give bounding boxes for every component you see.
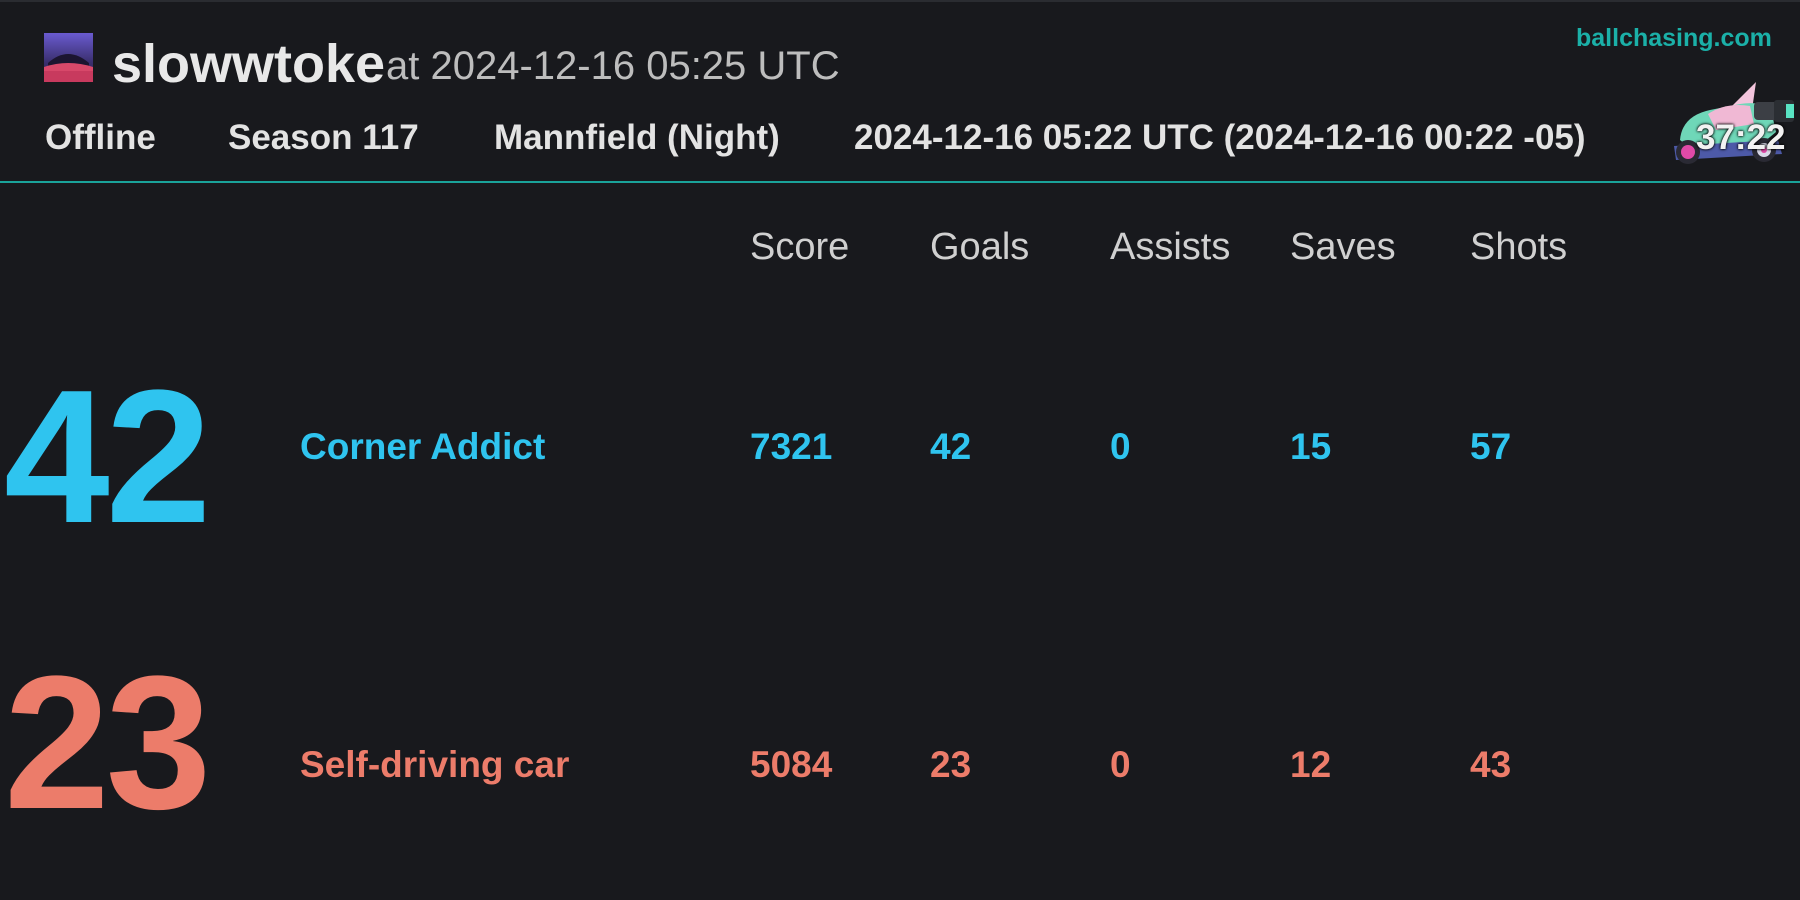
- orange-team-saves: 12: [1290, 744, 1332, 785]
- column-header-assists[interactable]: Assists: [1110, 226, 1231, 268]
- car-render-icon: [1660, 80, 1796, 170]
- blue-team-assists: 0: [1110, 426, 1131, 467]
- match-datetime: 2024-12-16 05:22 UTC (2024-12-16 00:22 -…: [854, 118, 1586, 157]
- orange-team-shots: 43: [1470, 744, 1512, 785]
- orange-team-name[interactable]: Self-driving car: [300, 744, 570, 785]
- blue-team-goals: 42: [930, 426, 972, 467]
- blue-team-score: 7321: [750, 426, 833, 467]
- blue-team-saves: 15: [1290, 426, 1332, 467]
- player-avatar-icon[interactable]: [44, 33, 93, 82]
- orange-team-score: 5084: [750, 744, 833, 785]
- column-header-score[interactable]: Score: [750, 226, 850, 268]
- orange-team-goals-total: 23: [4, 637, 211, 849]
- upload-timestamp: at 2024-12-16 05:25 UTC: [386, 44, 840, 88]
- player-name[interactable]: slowwtoke: [112, 34, 386, 94]
- map-label: Mannfield (Night): [494, 118, 780, 157]
- column-header-shots[interactable]: Shots: [1470, 226, 1568, 268]
- playlist-label: Offline: [45, 118, 156, 157]
- season-label: Season 117: [228, 118, 419, 157]
- blue-team-name[interactable]: Corner Addict: [300, 426, 546, 467]
- match-duration: 37:22: [1696, 118, 1786, 157]
- column-header-goals[interactable]: Goals: [930, 226, 1030, 268]
- site-link[interactable]: ballchasing.com: [1576, 24, 1772, 52]
- blue-team-goals-total: 42: [4, 351, 211, 563]
- blue-team-shots: 57: [1470, 426, 1512, 467]
- replay-header: slowwtoke at 2024-12-16 05:25 UTC ballch…: [0, 2, 1800, 183]
- orange-team-goals: 23: [930, 744, 972, 785]
- column-header-saves[interactable]: Saves: [1290, 226, 1396, 268]
- orange-team-assists: 0: [1110, 744, 1131, 785]
